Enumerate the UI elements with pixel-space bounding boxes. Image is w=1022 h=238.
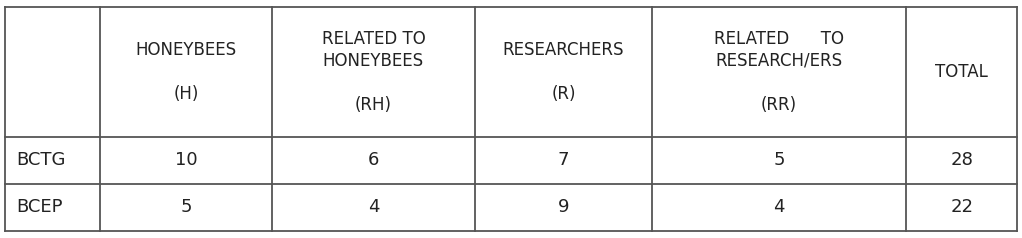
Text: 6: 6 [368,151,379,169]
Text: 5: 5 [774,151,785,169]
Text: 28: 28 [950,151,973,169]
Text: HONEYBEES

(H): HONEYBEES (H) [136,41,236,103]
Text: 4: 4 [368,198,379,216]
Text: 4: 4 [774,198,785,216]
Text: BCTG: BCTG [16,151,66,169]
Text: BCEP: BCEP [16,198,63,216]
Text: RELATED      TO
RESEARCH/ERS

(RR): RELATED TO RESEARCH/ERS (RR) [714,30,844,114]
Text: 10: 10 [175,151,197,169]
Text: RELATED TO
HONEYBEES

(RH): RELATED TO HONEYBEES (RH) [322,30,425,114]
Text: RESEARCHERS

(R): RESEARCHERS (R) [503,41,624,103]
Text: 9: 9 [558,198,569,216]
Text: 5: 5 [180,198,192,216]
Text: TOTAL: TOTAL [935,63,988,81]
Text: 22: 22 [950,198,973,216]
Text: 7: 7 [558,151,569,169]
